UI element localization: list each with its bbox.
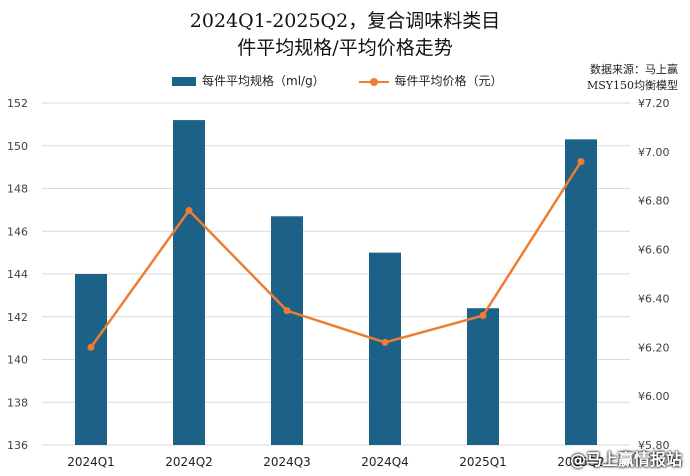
y-right-tick-label: ¥7.00 (638, 146, 670, 159)
title-line-1: 2024Q1-2025Q2，复合调味料类目 (189, 10, 501, 32)
y-left-tick-label: 142 (7, 311, 28, 324)
x-tick-label: 2024Q2 (165, 455, 213, 469)
legend-bar-swatch (172, 77, 196, 86)
source-note: 数据来源：马上赢 MSY150均衡模型 (587, 62, 678, 94)
legend-bar-label: 每件平均规格（ml/g） (202, 74, 325, 88)
y-right-tick-label: ¥6.80 (638, 195, 670, 208)
price-line (89, 160, 583, 349)
x-tick-label: 2024Q3 (263, 455, 311, 469)
x-tick-label: 2024Q4 (361, 455, 409, 469)
bar (271, 216, 303, 445)
bar (565, 139, 597, 445)
y-left-tick-label: 148 (7, 183, 28, 196)
x-tick-label: 2025Q1 (459, 455, 507, 469)
bar (467, 308, 499, 445)
y-right-tick-label: ¥7.20 (638, 97, 670, 110)
y-right-tick-label: ¥6.40 (638, 292, 670, 305)
y-left-tick-label: 138 (7, 396, 28, 409)
y-right-tick-label: ¥6.60 (638, 244, 670, 257)
legend: 每件平均规格（ml/g） 每件平均价格（元） (172, 72, 533, 89)
source-line-2: MSY150均衡模型 (586, 79, 678, 92)
legend-line-label: 每件平均价格（元） (394, 74, 503, 88)
legend-item-line: 每件平均价格（元） (358, 72, 503, 89)
y-left-tick-label: 150 (7, 140, 28, 153)
source-line-1: 数据来源：马上赢 (590, 63, 678, 76)
y-left-tick-label: 144 (7, 268, 28, 281)
y-right-tick-label: ¥6.00 (638, 390, 670, 403)
watermark: @马上赢情报站 (569, 450, 682, 469)
y-left-tick-label: 140 (7, 354, 28, 367)
y-left-tick-label: 152 (7, 97, 28, 110)
line-point (577, 158, 585, 166)
bar (173, 120, 205, 445)
line-point (479, 312, 487, 320)
line-point (283, 307, 291, 315)
x-tick-label: 2024Q1 (67, 455, 115, 469)
legend-item-bar: 每件平均规格（ml/g） (172, 72, 325, 89)
title-line-2: 件平均规格/平均价格走势 (237, 37, 453, 59)
y-left-tick-label: 136 (7, 439, 28, 452)
y-right-tick-label: ¥5.80 (638, 439, 670, 452)
y-right-tick-label: ¥6.20 (638, 341, 670, 354)
line-point (87, 343, 95, 351)
bar (369, 252, 401, 445)
line-point (185, 206, 193, 214)
x-tick-label: 2025Q2 (557, 455, 605, 469)
chart-title: 2024Q1-2025Q2，复合调味料类目 件平均规格/平均价格走势 (0, 8, 690, 62)
line-point (381, 338, 389, 346)
legend-line-swatch (358, 77, 389, 86)
y-left-tick-label: 146 (7, 225, 28, 238)
bar (75, 274, 107, 445)
